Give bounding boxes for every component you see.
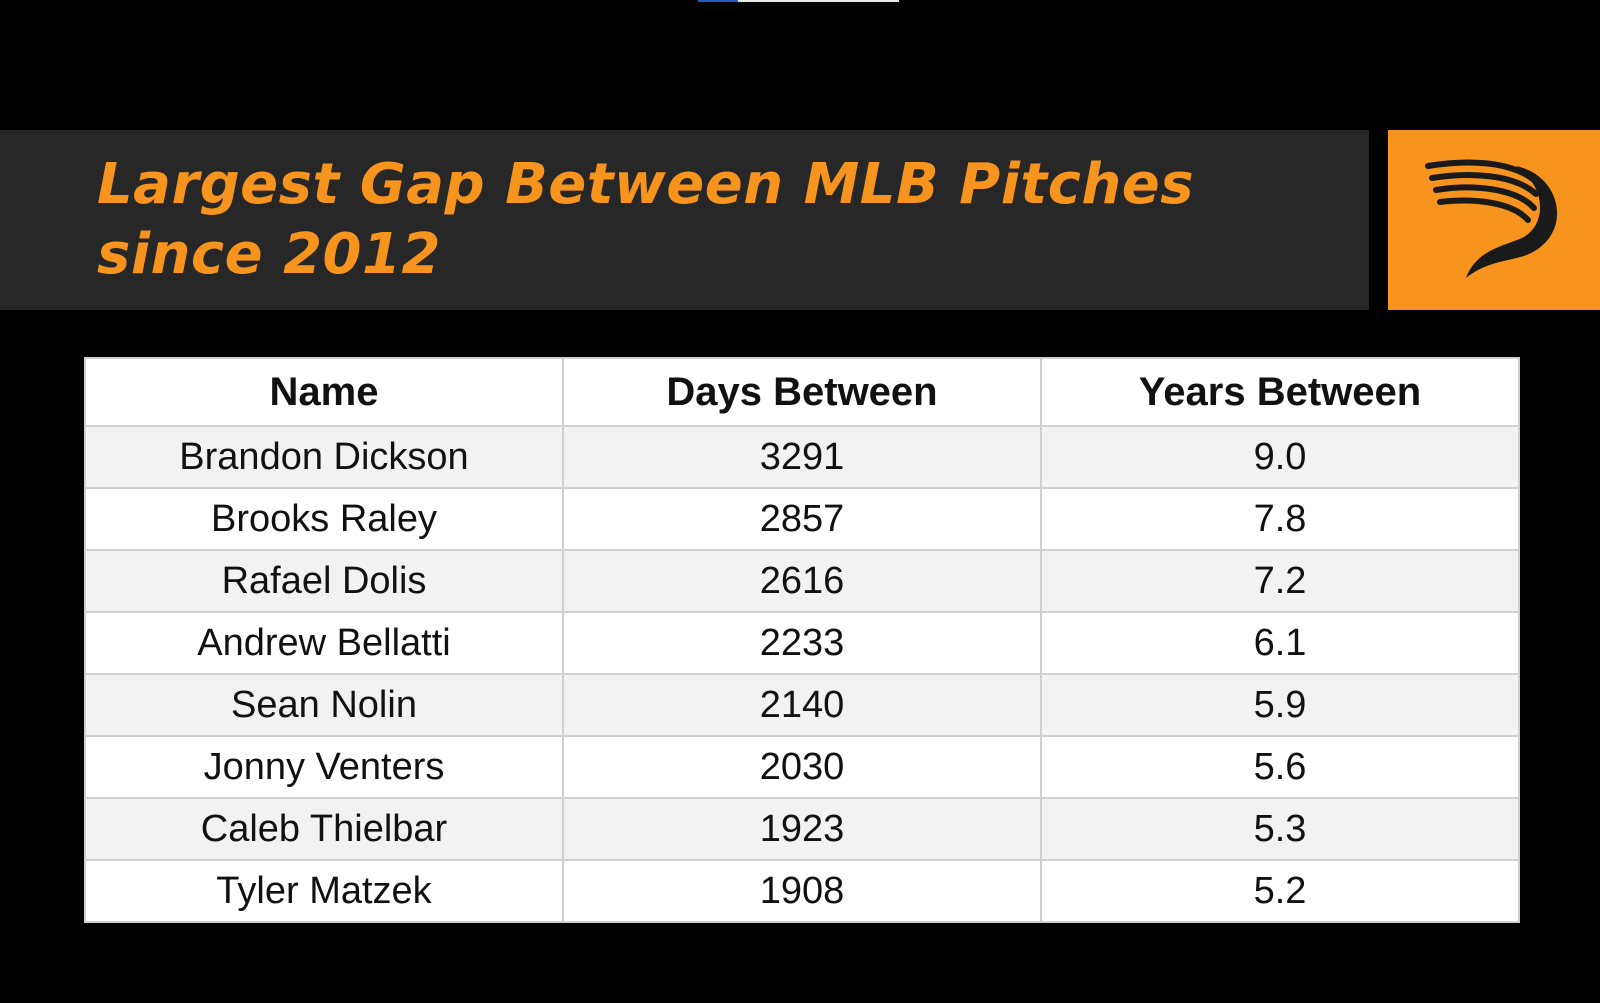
cell-days-between: 3291 — [562, 425, 1042, 489]
table-row: Andrew Bellatti 2233 6.1 — [84, 611, 1520, 675]
cell-name: Jonny Venters — [84, 735, 564, 799]
top-edge-strip — [698, 0, 899, 2]
table-row: Jonny Venters 2030 5.6 — [84, 735, 1520, 799]
top-edge-accent — [698, 0, 738, 2]
table-row: Caleb Thielbar 1923 5.3 — [84, 797, 1520, 861]
table-row: Brandon Dickson 3291 9.0 — [84, 425, 1520, 489]
cell-days-between: 2140 — [562, 673, 1042, 737]
cell-name: Andrew Bellatti — [84, 611, 564, 675]
cell-years-between: 5.2 — [1040, 859, 1520, 923]
column-header-days-between: Days Between — [562, 357, 1042, 427]
cell-name: Rafael Dolis — [84, 549, 564, 613]
cell-years-between: 5.6 — [1040, 735, 1520, 799]
column-header-years-between: Years Between — [1040, 357, 1520, 427]
table-row: Sean Nolin 2140 5.9 — [84, 673, 1520, 737]
cell-name: Caleb Thielbar — [84, 797, 564, 861]
title-band — [0, 130, 1369, 310]
cell-name: Sean Nolin — [84, 673, 564, 737]
gap-table: Name Days Between Years Between Brandon … — [84, 357, 1520, 923]
table-row: Tyler Matzek 1908 5.2 — [84, 859, 1520, 923]
brand-logo — [1388, 130, 1600, 310]
cell-days-between: 2857 — [562, 487, 1042, 551]
table-header-row: Name Days Between Years Between — [84, 357, 1520, 427]
cell-name: Brooks Raley — [84, 487, 564, 551]
cell-name: Tyler Matzek — [84, 859, 564, 923]
cell-name: Brandon Dickson — [84, 425, 564, 489]
cell-years-between: 7.2 — [1040, 549, 1520, 613]
table-row: Brooks Raley 2857 7.8 — [84, 487, 1520, 551]
cell-days-between: 1908 — [562, 859, 1042, 923]
cell-days-between: 2030 — [562, 735, 1042, 799]
stylized-p-logo-icon — [1425, 159, 1558, 278]
column-header-name: Name — [84, 357, 564, 427]
cell-years-between: 5.9 — [1040, 673, 1520, 737]
cell-years-between: 5.3 — [1040, 797, 1520, 861]
cell-years-between: 6.1 — [1040, 611, 1520, 675]
table-row: Rafael Dolis 2616 7.2 — [84, 549, 1520, 613]
cell-days-between: 2616 — [562, 549, 1042, 613]
cell-years-between: 7.8 — [1040, 487, 1520, 551]
cell-days-between: 1923 — [562, 797, 1042, 861]
cell-years-between: 9.0 — [1040, 425, 1520, 489]
cell-days-between: 2233 — [562, 611, 1042, 675]
chart-title: Largest Gap Between MLB Pitches since 20… — [97, 152, 1195, 287]
